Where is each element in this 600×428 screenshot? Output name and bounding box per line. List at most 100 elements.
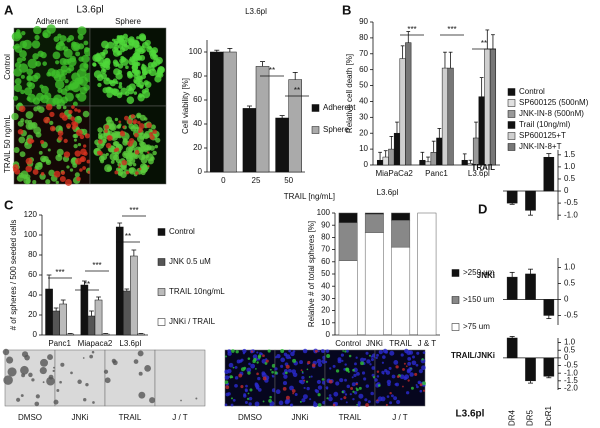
image-texture [287, 368, 292, 373]
image-texture [280, 357, 286, 363]
image-texture [45, 179, 51, 185]
y-tick-label: 100 [317, 208, 331, 217]
image-texture [112, 49, 121, 57]
y-tick-label: -0.5 [564, 361, 578, 370]
bar [66, 333, 75, 336]
image-texture [70, 116, 75, 122]
image-texture [118, 123, 122, 127]
image-texture [352, 390, 355, 393]
image-texture [113, 44, 119, 51]
image-texture [360, 361, 364, 366]
legend-label: TRAIL 10ng/mL [169, 287, 225, 296]
image-texture [381, 370, 385, 374]
y-tick-label: 60 [28, 270, 37, 279]
chart-title: L3.6pl [245, 7, 267, 16]
image-texture [317, 385, 323, 390]
y-tick-label: 60 [321, 257, 330, 266]
image-texture [56, 389, 60, 392]
image-texture [240, 358, 244, 362]
image-texture [2, 348, 10, 356]
image-texture [280, 349, 285, 353]
image-texture [342, 350, 344, 352]
image-texture [35, 162, 43, 170]
y-tick-label: 0 [33, 330, 38, 339]
y-tick-label: 1.0 [564, 162, 576, 171]
image-texture [355, 387, 358, 390]
image-texture [13, 33, 20, 39]
bar [478, 96, 485, 166]
bar [419, 159, 426, 166]
image-texture [119, 92, 123, 96]
image-texture [147, 165, 150, 168]
image-texture [250, 363, 256, 369]
image-texture [66, 37, 72, 43]
image-texture [77, 109, 81, 113]
image-texture [21, 56, 27, 62]
bar [52, 310, 60, 336]
y-tick-label: 10 [359, 144, 368, 153]
x-tick-label: 25 [252, 176, 261, 185]
image-texture [268, 399, 272, 403]
image-texture [341, 359, 344, 362]
image-texture [315, 389, 320, 394]
image-texture [83, 398, 87, 402]
bar-segment [338, 260, 358, 336]
y-tick-label: 40 [193, 119, 202, 128]
image-texture [230, 397, 233, 400]
bar [543, 299, 555, 316]
image-texture [27, 138, 34, 145]
image-texture [227, 351, 232, 356]
x-tick-label: Panc1 [425, 169, 448, 178]
image-texture [346, 384, 351, 389]
image-texture [421, 365, 426, 371]
image-texture [139, 132, 143, 136]
image-texture [329, 367, 332, 370]
panel-label: D [478, 201, 487, 216]
image-texture [123, 115, 129, 121]
y-tick-label: 70 [321, 245, 330, 254]
y-axis-label: Relative # of total spheres [%] [307, 221, 316, 327]
image-texture [76, 68, 87, 79]
image-texture [352, 368, 355, 372]
image-texture [79, 156, 86, 163]
image-texture [341, 390, 344, 394]
image-texture [412, 355, 415, 359]
image-texture [35, 60, 42, 67]
image-texture [255, 384, 260, 390]
image-texture [53, 399, 59, 405]
image-texture [312, 402, 318, 408]
image-texture [46, 376, 55, 386]
image-texture [66, 165, 70, 169]
image-texture [133, 91, 138, 95]
image-texture [97, 82, 102, 88]
image-texture [33, 26, 42, 35]
image-texture [59, 57, 67, 66]
image-texture [28, 372, 33, 378]
image-texture [47, 148, 51, 152]
bar-segment [391, 246, 411, 336]
image-texture [116, 35, 121, 39]
y-tick-label: 30 [321, 294, 330, 303]
image-texture [262, 376, 267, 381]
image-texture [83, 40, 89, 46]
bar [543, 357, 555, 377]
image-texture [282, 387, 287, 391]
image-texture [14, 43, 20, 49]
image-texture [112, 360, 118, 366]
significance-label: ** [269, 66, 275, 75]
image-texture [135, 75, 143, 83]
image-texture [13, 67, 22, 77]
image-texture [141, 89, 147, 94]
x-tick-label: J & T [418, 339, 437, 348]
image-texture [224, 380, 229, 385]
image-texture [15, 29, 21, 34]
image-texture [149, 134, 155, 140]
image-texture [289, 385, 294, 391]
image-texture [274, 367, 278, 371]
image-texture [406, 368, 411, 373]
image-texture [127, 119, 133, 125]
image-texture [407, 357, 412, 361]
image-texture [406, 350, 412, 356]
image-texture [71, 105, 75, 109]
image-texture [271, 363, 276, 368]
